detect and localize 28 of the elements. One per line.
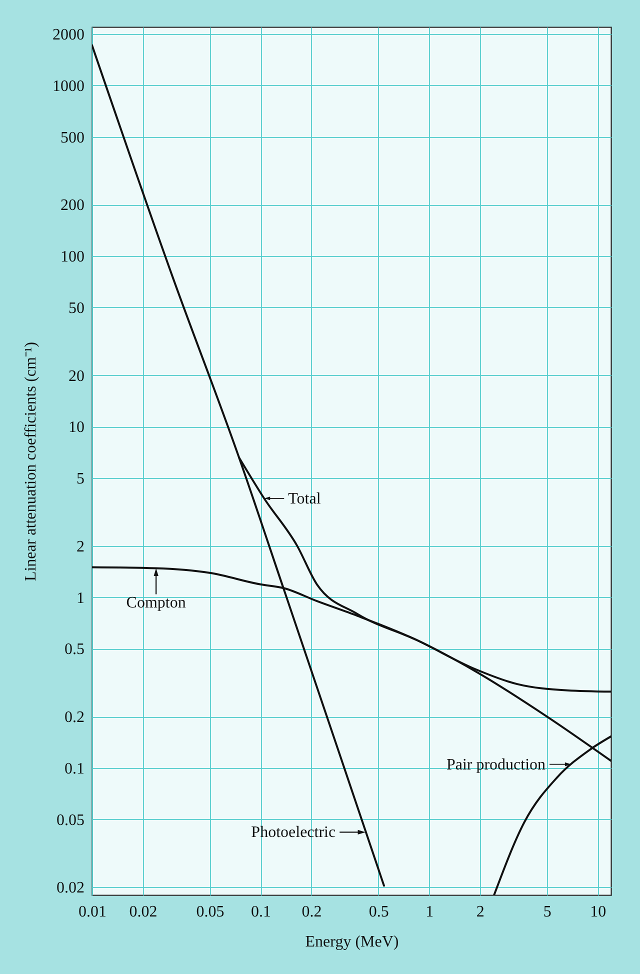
x-tick-label: 10 [590,904,606,920]
y-tick-label: 0.2 [64,709,84,726]
y-tick-label: 2 [76,538,84,556]
y-tick-label: 10 [68,419,84,436]
x-tick-label: 0.05 [196,904,224,920]
y-tick-label: 1000 [52,78,84,95]
y-tick-label: 0.5 [64,641,84,658]
x-tick-label: 0.2 [302,904,322,920]
y-tick-label: 0.02 [56,880,84,897]
x-tick-label: 0.5 [368,904,389,920]
y-tick-label: 0.1 [64,760,84,778]
x-tick-label: 0.01 [78,904,106,920]
y-tick-label: 200 [60,197,84,214]
y-tick-label: 0.05 [56,812,84,829]
y-tick-label: 100 [60,248,84,266]
y-tick-label: 5 [76,470,84,488]
y-tick-label: 2000 [52,26,84,44]
y-tick-label: 50 [68,300,84,317]
x-tick-label: 0.1 [251,904,272,920]
x-tick-label: 2 [476,904,484,920]
y-tick-label: 20 [68,368,84,385]
y-tick-label: 500 [60,129,84,146]
x-tick-label: 5 [543,904,552,920]
y-axis-title: Linear attenuation coefficients (cm⁻¹) [22,342,40,582]
y-tick-label: 1 [76,590,84,607]
x-axis-title: Energy (MeV) [305,934,399,950]
x-tick-label: 0.02 [129,904,158,920]
x-tick-label: 1 [426,904,434,920]
